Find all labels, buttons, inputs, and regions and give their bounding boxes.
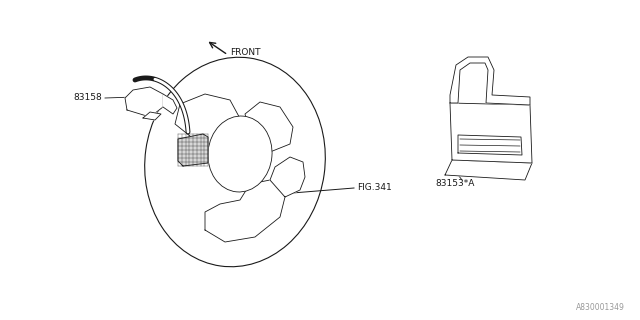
Text: 83158: 83158 [73, 93, 102, 102]
Text: A830001349: A830001349 [576, 303, 625, 312]
Text: FIG.341: FIG.341 [357, 183, 392, 193]
Polygon shape [450, 103, 532, 163]
Polygon shape [125, 87, 163, 117]
Polygon shape [178, 134, 208, 166]
Polygon shape [445, 160, 532, 180]
Text: 83153*A: 83153*A [435, 179, 474, 188]
Polygon shape [175, 94, 243, 152]
Polygon shape [450, 57, 530, 105]
Polygon shape [205, 180, 285, 242]
Polygon shape [458, 135, 522, 155]
Ellipse shape [145, 57, 325, 267]
Ellipse shape [208, 116, 272, 192]
Text: FRONT: FRONT [230, 48, 260, 57]
Polygon shape [163, 94, 177, 114]
Polygon shape [143, 112, 161, 120]
Polygon shape [245, 102, 293, 152]
Polygon shape [270, 157, 305, 197]
